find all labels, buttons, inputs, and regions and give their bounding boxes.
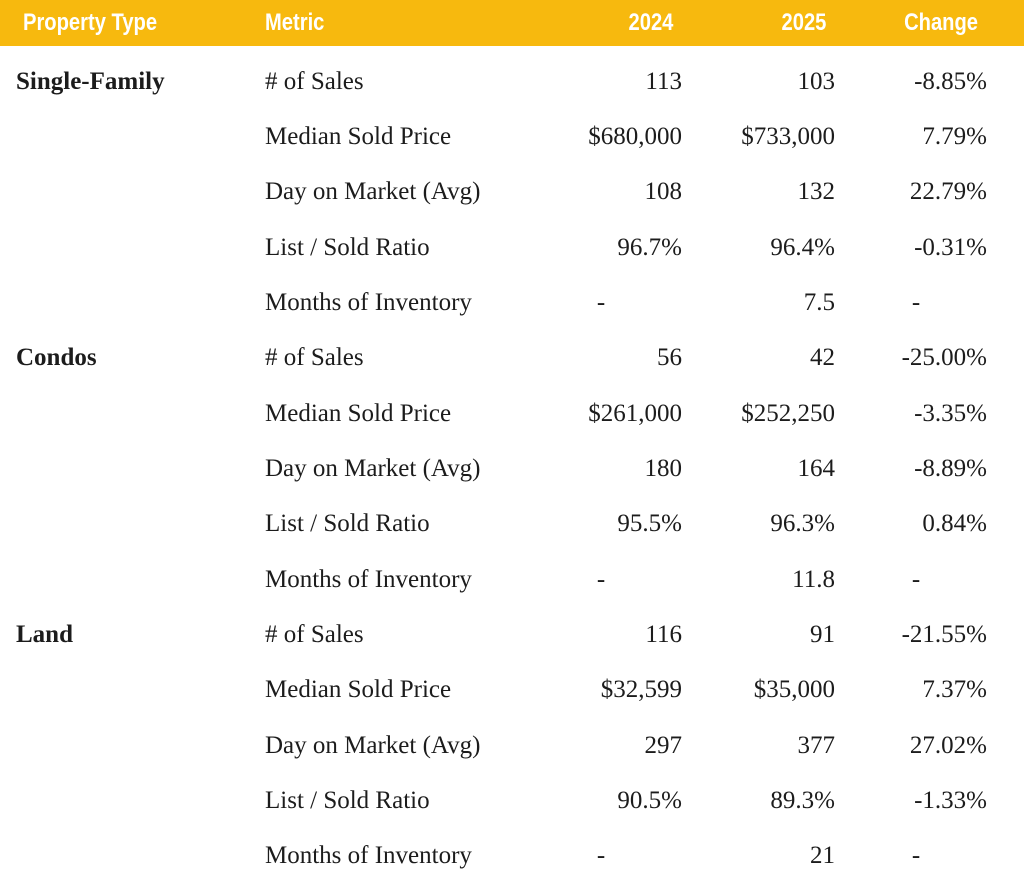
value-2025-cell: $733,000 <box>741 122 835 150</box>
value-2024-cell: $32,599 <box>600 676 682 704</box>
value-2024-cell: 297 <box>644 731 683 759</box>
value-2024-cell: - <box>596 288 606 316</box>
table-row: Day on Market (Avg) 180 164 -8.89% <box>0 441 1024 496</box>
table-row: Condos # of Sales 56 42 -25.00% <box>0 331 1024 386</box>
metric-cell: # of Sales <box>265 620 364 648</box>
table-row: List / Sold Ratio 95.5% 96.3% 0.84% <box>0 497 1024 552</box>
change-cell: 27.02% <box>909 731 987 759</box>
change-cell: 7.79% <box>922 122 987 150</box>
value-2025-cell: 103 <box>797 67 836 95</box>
table-row: Months of Inventory - 7.5 - <box>0 275 1024 330</box>
column-header-metric: Metric <box>265 9 325 36</box>
table-body: Single-Family # of Sales 113 103 -8.85% … <box>0 54 1024 884</box>
value-2025-cell: 96.4% <box>770 233 835 261</box>
value-2024-cell: $680,000 <box>588 122 682 150</box>
value-2025-cell: 91 <box>810 620 835 648</box>
value-2024-cell: 90.5% <box>617 786 682 814</box>
table-row: Median Sold Price $680,000 $733,000 7.79… <box>0 109 1024 164</box>
change-cell: 0.84% <box>922 510 987 538</box>
property-type-cell: Condos <box>16 344 97 372</box>
value-2024-cell: $261,000 <box>588 399 682 427</box>
value-2025-cell: $35,000 <box>753 676 835 704</box>
change-cell: 22.79% <box>909 178 987 206</box>
change-cell: -21.55% <box>901 620 987 648</box>
change-cell: -3.35% <box>914 399 987 427</box>
value-2025-cell: 42 <box>810 344 835 372</box>
metric-cell: List / Sold Ratio <box>265 233 430 261</box>
metric-cell: List / Sold Ratio <box>265 786 430 814</box>
column-header-property-type: Property Type <box>23 9 158 36</box>
property-type-cell: Single-Family <box>16 67 165 95</box>
metric-cell: # of Sales <box>265 67 364 95</box>
value-2024-cell: 96.7% <box>617 233 682 261</box>
value-2025-cell: 377 <box>797 731 836 759</box>
table-header-row: Property Type Metric 2024 2025 Change <box>0 0 1024 46</box>
table-row: Months of Inventory - 11.8 - <box>0 552 1024 607</box>
change-cell: -8.89% <box>914 454 987 482</box>
metric-cell: Median Sold Price <box>265 676 452 704</box>
value-2025-cell: 7.5 <box>803 288 835 316</box>
value-2025-cell: 89.3% <box>770 786 835 814</box>
value-2025-cell: 96.3% <box>770 510 835 538</box>
metric-cell: Day on Market (Avg) <box>265 454 481 482</box>
metric-cell: # of Sales <box>265 344 364 372</box>
value-2024-cell: 180 <box>644 454 683 482</box>
value-2024-cell: 116 <box>645 620 682 648</box>
change-cell: -0.31% <box>914 233 987 261</box>
change-cell: -1.33% <box>914 786 987 814</box>
table-row: Median Sold Price $261,000 $252,250 -3.3… <box>0 386 1024 441</box>
value-2024-cell: 56 <box>657 344 682 372</box>
table-row: List / Sold Ratio 90.5% 89.3% -1.33% <box>0 773 1024 828</box>
table-row: Day on Market (Avg) 108 132 22.79% <box>0 165 1024 220</box>
property-type-cell: Land <box>16 620 73 648</box>
table-row: Months of Inventory - 21 - <box>0 829 1024 884</box>
value-2024-cell: 95.5% <box>617 510 682 538</box>
column-header-2024: 2024 <box>628 9 673 36</box>
value-2025-cell: 11.8 <box>792 565 835 593</box>
change-cell: - <box>911 842 921 870</box>
table-row: Median Sold Price $32,599 $35,000 7.37% <box>0 663 1024 718</box>
metric-cell: Months of Inventory <box>265 842 472 870</box>
change-cell: - <box>911 288 921 316</box>
value-2025-cell: 132 <box>797 178 836 206</box>
table-row: Day on Market (Avg) 297 377 27.02% <box>0 718 1024 773</box>
value-2024-cell: - <box>596 842 606 870</box>
metric-cell: Median Sold Price <box>265 122 452 150</box>
metric-cell: List / Sold Ratio <box>265 510 430 538</box>
value-2025-cell: 164 <box>797 454 836 482</box>
metric-cell: Day on Market (Avg) <box>265 731 481 759</box>
value-2024-cell: 113 <box>645 67 682 95</box>
value-2025-cell: $252,250 <box>741 399 835 427</box>
metric-cell: Months of Inventory <box>265 565 472 593</box>
column-header-change: Change <box>904 9 978 36</box>
value-2024-cell: 108 <box>644 178 683 206</box>
change-cell: -8.85% <box>914 67 987 95</box>
change-cell: -25.00% <box>901 344 987 372</box>
column-header-2025: 2025 <box>781 9 826 36</box>
value-2025-cell: 21 <box>810 842 835 870</box>
metric-cell: Months of Inventory <box>265 288 472 316</box>
value-2024-cell: - <box>596 565 606 593</box>
table-row: Single-Family # of Sales 113 103 -8.85% <box>0 54 1024 109</box>
change-cell: 7.37% <box>922 676 987 704</box>
table-row: List / Sold Ratio 96.7% 96.4% -0.31% <box>0 220 1024 275</box>
metric-cell: Day on Market (Avg) <box>265 178 481 206</box>
table-row: Land # of Sales 116 91 -21.55% <box>0 607 1024 662</box>
change-cell: - <box>911 565 921 593</box>
metric-cell: Median Sold Price <box>265 399 452 427</box>
